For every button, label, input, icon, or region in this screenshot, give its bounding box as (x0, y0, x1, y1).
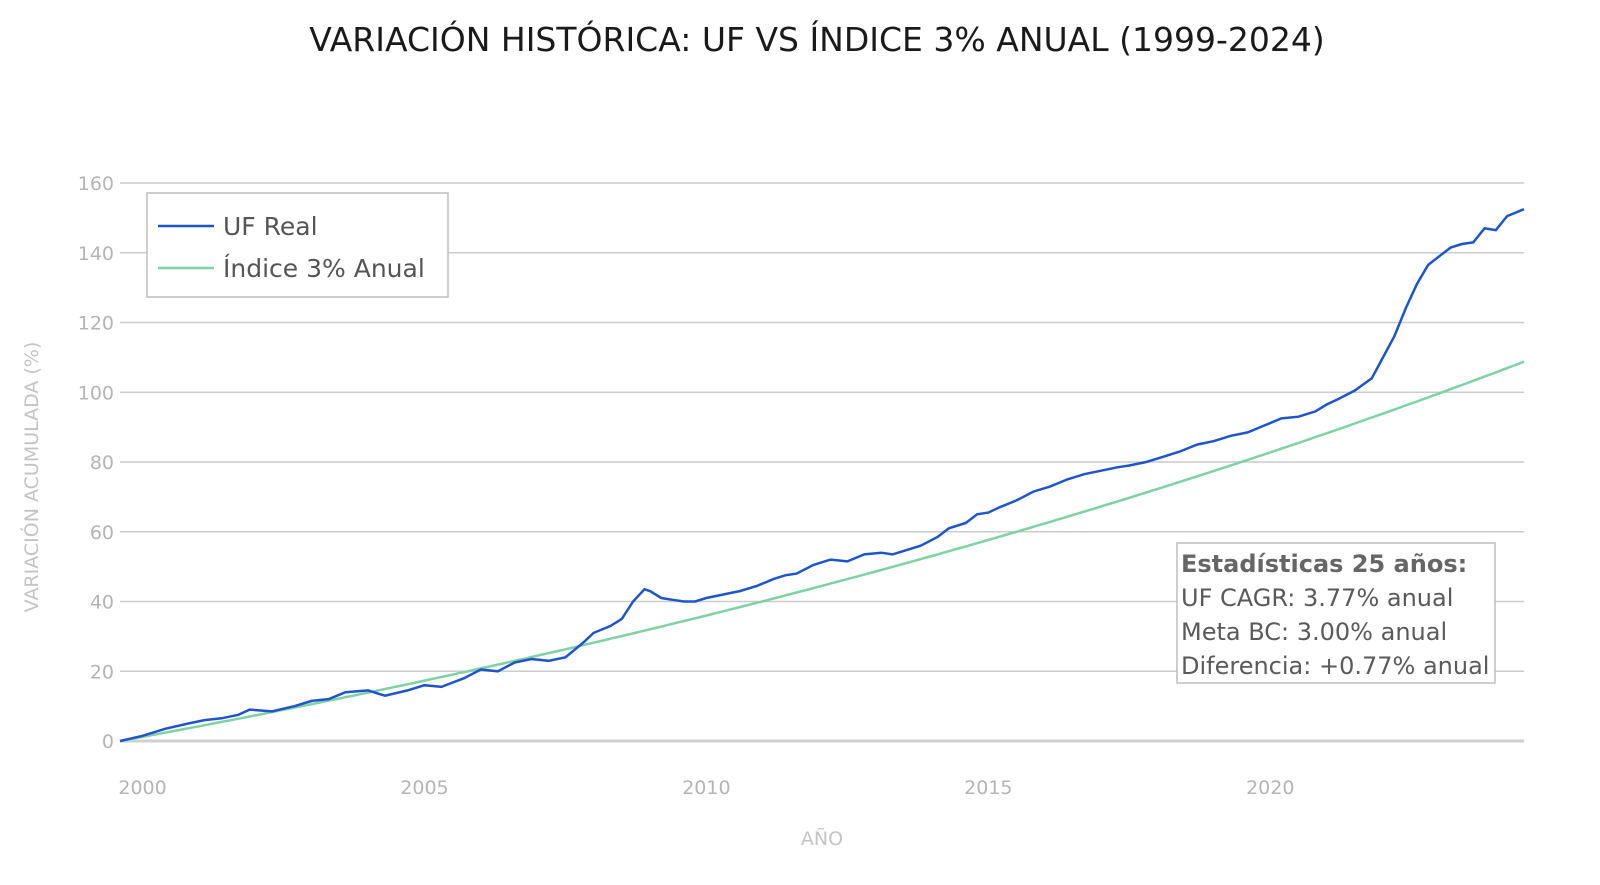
x-axis-ticks: 2000 2005 2010 2015 2020 (118, 777, 1294, 799)
x-tick-label-2015: 2015 (964, 777, 1012, 799)
y-tick-label-80: 80 (90, 452, 114, 474)
y-tick-label-40: 40 (90, 592, 114, 614)
stats-line-diferencia: Diferencia: +0.77% anual (1181, 652, 1489, 680)
series-line-indice-3 (119, 360, 1525, 743)
y-tick-label-20: 20 (90, 661, 114, 683)
chart-title: VARIACIÓN HISTÓRICA: UF VS ÍNDICE 3% ANU… (309, 19, 1324, 59)
x-tick-label-2005: 2005 (400, 777, 448, 799)
y-tick-label-160: 160 (78, 173, 114, 195)
legend-label-uf-real: UF Real (223, 212, 318, 241)
stats-line-meta-bc: Meta BC: 3.00% anual (1181, 618, 1447, 646)
stats-title: Estadísticas 25 años: (1181, 550, 1467, 578)
x-tick-label-2000: 2000 (118, 777, 166, 799)
y-tick-label-120: 120 (78, 313, 114, 335)
y-tick-label-60: 60 (90, 522, 114, 544)
y-tick-label-100: 100 (78, 382, 114, 404)
x-tick-label-2020: 2020 (1246, 777, 1294, 799)
x-axis-title: AÑO (801, 827, 843, 850)
legend-box (146, 192, 449, 298)
series-line-uf-real (119, 208, 1525, 743)
stats-box-frame (1176, 542, 1496, 684)
x-tick-label-2010: 2010 (682, 777, 730, 799)
legend: UF Real Índice 3% Anual (146, 192, 449, 298)
y-axis-ticks: 0 20 40 60 80 100 120 140 160 (78, 173, 114, 753)
y-axis-title: VARIACIÓN ACUMULADA (%) (19, 342, 43, 613)
stats-line-uf-cagr: UF CAGR: 3.77% anual (1181, 584, 1453, 612)
legend-label-indice-3: Índice 3% Anual (223, 254, 425, 283)
y-tick-label-0: 0 (102, 731, 114, 753)
y-tick-label-140: 140 (78, 243, 114, 265)
stats-box: Estadísticas 25 años: UF CAGR: 3.77% anu… (1176, 542, 1496, 684)
